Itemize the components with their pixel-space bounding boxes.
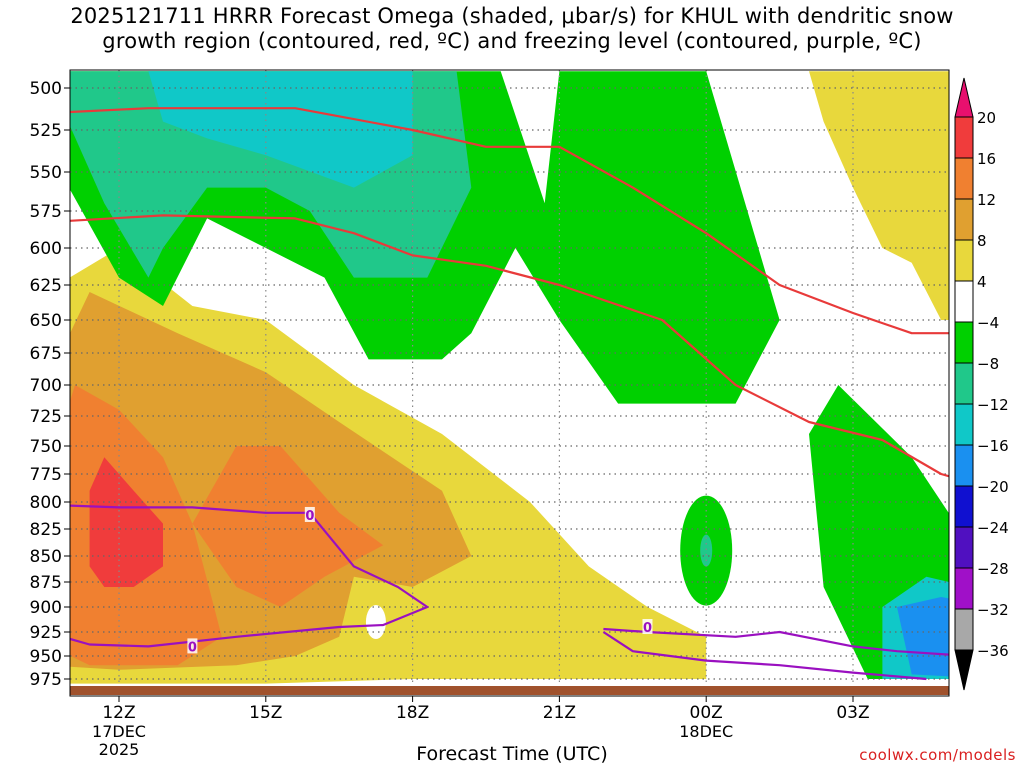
plot-border: [69, 69, 950, 697]
y-tick-label-750: 750: [30, 437, 62, 457]
contour-label-bg-2: [642, 619, 653, 634]
y-tick-label-825: 825: [30, 520, 62, 540]
x-axis-label: Forecast Time (UTC): [416, 743, 608, 765]
colorbar-label-12: −32: [977, 601, 1009, 619]
freezing-level-contours: [70, 504, 949, 681]
x-tick-label-21Z: 21Z: [543, 703, 576, 723]
colorbar-label-8: −16: [977, 437, 1009, 455]
y-tick-label-950: 950: [30, 647, 62, 667]
y-tick-label-500: 500: [30, 79, 62, 99]
colorbar-segment-10: [954, 526, 974, 569]
colorbar-label-7: −12: [977, 396, 1009, 414]
red-contour-1: [70, 214, 949, 478]
colorbar-segment-9: [954, 485, 974, 528]
purple-contour-1: [603, 627, 949, 656]
y-tick-label-775: 775: [30, 465, 62, 485]
y-tick-label-925: 925: [30, 623, 62, 643]
colorbar-segment-6: [954, 362, 974, 405]
x-tick-sublabel-12Z-1: 2025: [99, 740, 140, 759]
colorbar-label-5: −4: [977, 314, 999, 332]
colorbar-label-9: −20: [977, 478, 1009, 496]
colorbar-segment-8: [954, 444, 974, 487]
colorbar-segment-2: [954, 198, 974, 241]
colorbar: 20 16 12 8 4 −4 −8 −12 −16 −20 −24 −28 −32 −36: [954, 77, 1009, 691]
y-tick-label-550: 550: [30, 163, 62, 183]
gridlines: [70, 70, 949, 684]
shaded-region-10: [1015, 646, 1024, 669]
colorbar-segment-3: [954, 239, 974, 282]
contour-label-2: 0: [643, 621, 652, 636]
colorbar-segment-1: [954, 157, 974, 200]
y-tick-label-875: 875: [30, 573, 62, 593]
colorbar-label-2: 12: [977, 191, 996, 209]
y-tick-label-725: 725: [30, 407, 62, 427]
y-tick-label-625: 625: [30, 276, 62, 296]
colorbar-top-triangle: [954, 77, 974, 118]
chart-title-line-2: growth region (contoured, red, ºC) and f…: [102, 29, 922, 53]
colorbar-label-11: −28: [977, 560, 1009, 578]
shaded-cell-00z-core: [700, 534, 713, 567]
colorbar-segment-7: [954, 403, 974, 446]
colorbar-bottom-triangle: [954, 649, 974, 691]
contour-label-bg-1: [187, 638, 198, 654]
chart-title: 2025121711 HRRR Forecast Omega (shaded, …: [0, 4, 1024, 54]
red-contour-0: [70, 107, 949, 335]
y-tick-label-650: 650: [30, 311, 62, 331]
shaded-region-3: [89, 457, 163, 587]
colorbar-segment-12: [954, 608, 974, 651]
ground-bar: [70, 686, 949, 695]
colorbar-label-13: −36: [977, 642, 1009, 660]
site-credit[interactable]: coolwx.com/models: [859, 746, 1016, 764]
colorbar-label-0: 20: [977, 109, 996, 127]
purple-contour-0: [70, 504, 429, 648]
y-tick-label-900: 900: [30, 598, 62, 618]
contour-label-1: 0: [188, 640, 197, 655]
colorbar-segment-11: [954, 567, 974, 610]
x-tick-label-00Z: 00Z: [690, 703, 723, 723]
y-tick-label-600: 600: [30, 239, 62, 259]
y-tick-label-575: 575: [30, 202, 62, 222]
dendritic-growth-contours: [70, 107, 949, 478]
colorbar-label-3: 8: [977, 232, 987, 250]
y-tick-label-675: 675: [30, 344, 62, 364]
y-tick-label-700: 700: [30, 376, 62, 396]
chart-title-line-1: 2025121711 HRRR Forecast Omega (shaded, …: [70, 4, 954, 28]
colorbar-label-6: −8: [977, 355, 999, 373]
shaded-region-9: [897, 597, 949, 677]
y-tick-label-525: 525: [30, 121, 62, 141]
contour-label-0: 0: [305, 509, 314, 524]
colorbar-label-1: 16: [977, 150, 996, 168]
y-axis-ticks: 500 525 550 575 600 625 650 675 700 725 750 775 800 8…: [30, 79, 70, 690]
y-tick-label-800: 800: [30, 493, 62, 513]
plot-frame: [69, 69, 950, 697]
contour-label-bg-0: [304, 506, 315, 522]
x-tick-label-03Z: 03Z: [836, 703, 869, 723]
y-tick-label-975: 975: [30, 670, 62, 690]
colorbar-segment-4: [954, 280, 974, 323]
shaded-region-2: [192, 446, 384, 607]
x-tick-label-12Z: 12Z: [102, 703, 135, 723]
x-tick-label-15Z: 15Z: [249, 703, 282, 723]
contour-labels: 0 0 0: [187, 506, 653, 655]
ground-strip: [70, 686, 949, 695]
y-tick-label-850: 850: [30, 547, 62, 567]
purple-contour-2: [602, 631, 927, 681]
colorbar-label-10: −24: [977, 519, 1009, 537]
colorbar-label-4: 4: [977, 273, 987, 291]
colorbar-segment-5: [954, 321, 974, 364]
x-tick-sublabel-00Z-0: 18DEC: [679, 722, 733, 741]
shaded-hole: [365, 605, 386, 639]
x-tick-sublabel-12Z-0: 17DEC: [92, 722, 146, 741]
shaded-region-4-to-8-upper: [809, 71, 949, 320]
colorbar-segment-0: [954, 116, 974, 159]
x-tick-label-18Z: 18Z: [396, 703, 429, 723]
